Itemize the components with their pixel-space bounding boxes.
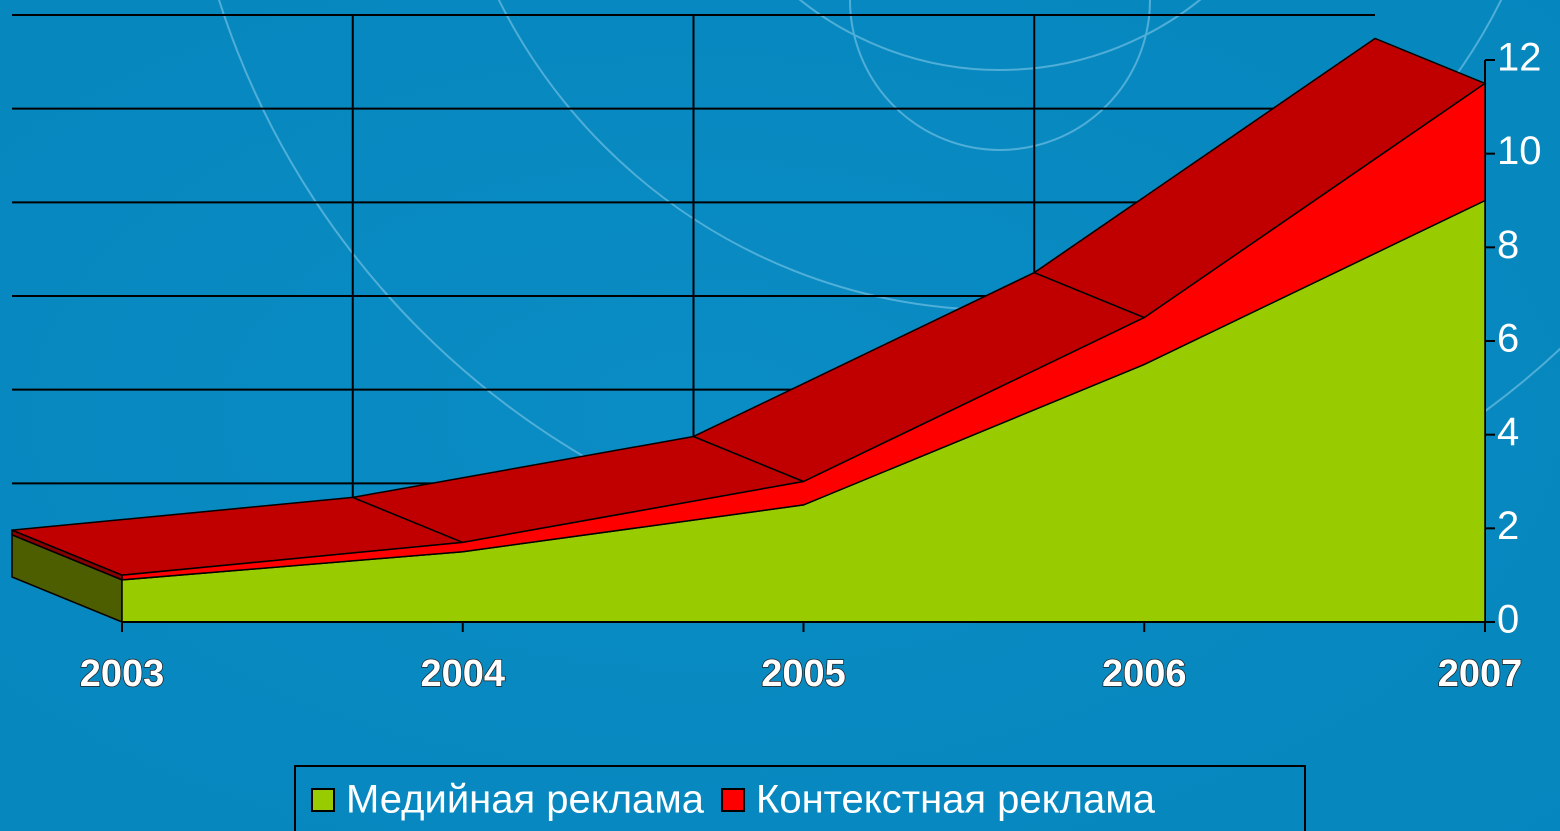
x-tick-label: 2005 — [761, 653, 846, 695]
y-tick-label: 4 — [1497, 410, 1519, 454]
y-tick-label: 8 — [1497, 223, 1519, 267]
legend-label: Контекстная реклама — [756, 778, 1156, 822]
x-tick-label: 2006 — [1102, 653, 1187, 695]
y-tick-label: 6 — [1497, 317, 1519, 361]
area — [121, 81, 1486, 581]
legend-box — [294, 765, 1306, 831]
y-tick-label: 10 — [1497, 129, 1542, 173]
x-tick-label: 2004 — [420, 653, 505, 695]
y-tick-label: 0 — [1497, 598, 1519, 642]
x-tick-label: 2003 — [80, 653, 165, 695]
legend-swatch — [311, 788, 335, 812]
y-tick-label: 12 — [1497, 36, 1542, 80]
legend-label: Медийная реклама — [346, 778, 705, 822]
plot: 0 2 4 6 8 10 12 2003 2004 2005 2006 2007 — [11, 14, 1542, 696]
y-tick-label: 2 — [1497, 504, 1519, 548]
legend: Медийная реклама Контекстная реклама — [294, 765, 1306, 831]
x-tick-label: 2007 — [1438, 653, 1523, 695]
legend-swatch — [721, 788, 746, 812]
